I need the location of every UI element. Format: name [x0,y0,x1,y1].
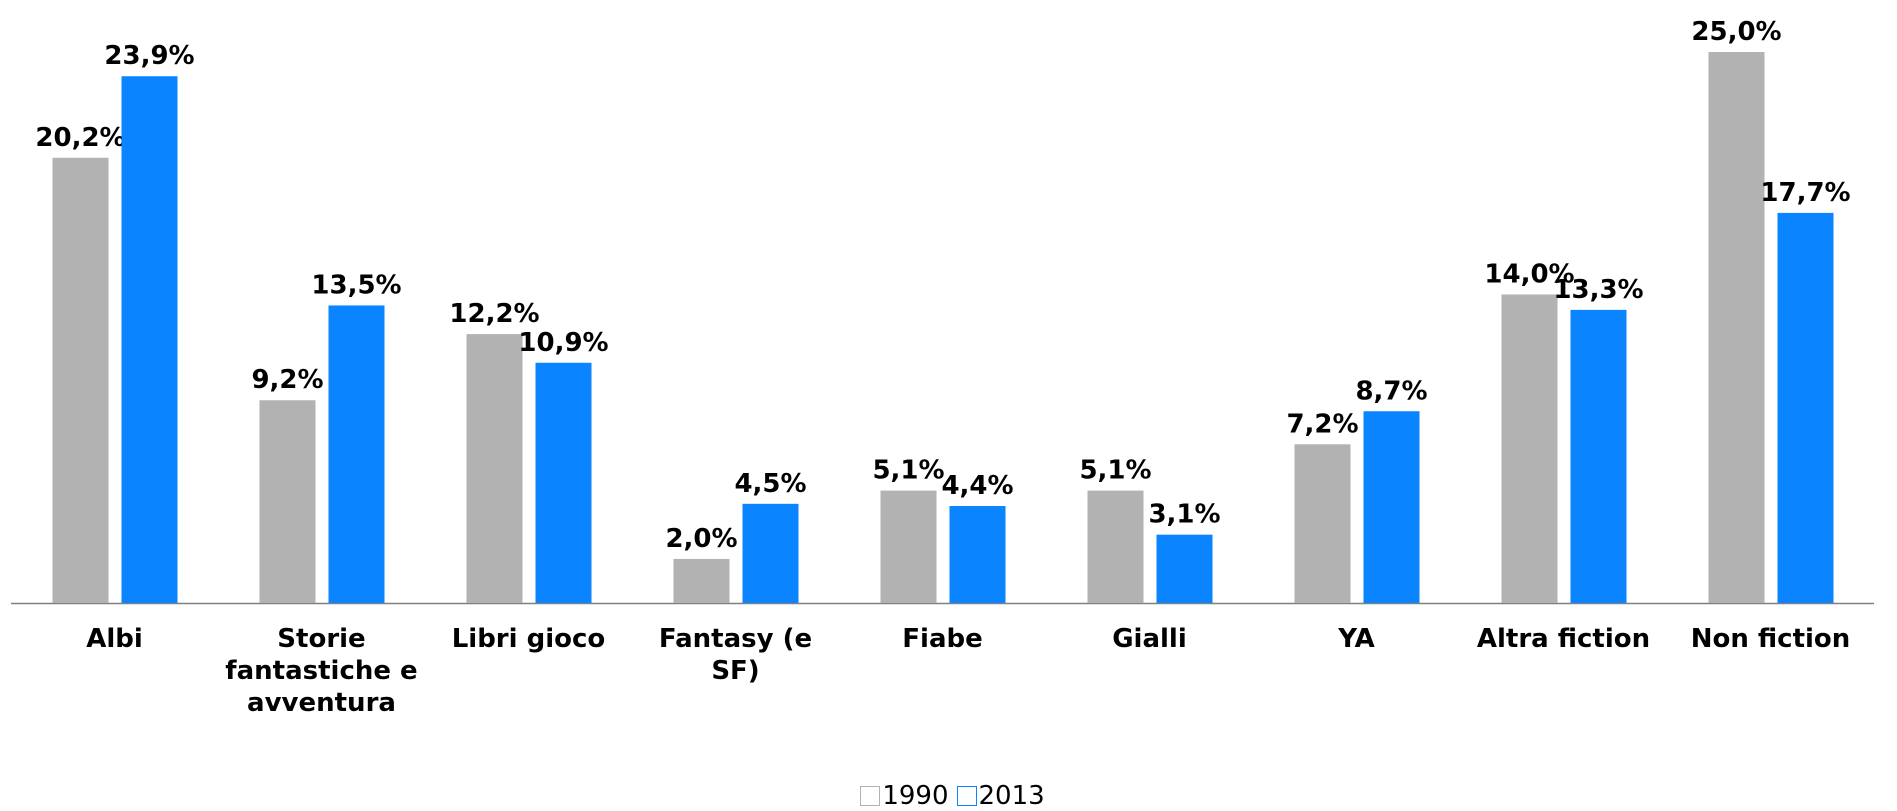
bar [1708,52,1765,603]
bar [1777,212,1834,603]
x-tick-label: Albi [86,624,143,654]
value-label: 14,0% [1484,259,1574,289]
legend: 1990 2013 [0,782,1897,810]
x-tick-label: Libri gioco [451,624,606,654]
bar [1363,411,1420,603]
chart: 20,2% 23,9% 9,2% 13,5% 12,2%10,9% 2,0% 4,5% 5,1… [11,17,1874,605]
x-tick-label: Non fiction [1690,624,1851,654]
bar [1087,490,1144,603]
value-label: 2,0% [665,524,737,554]
value-label: 5,1% [872,456,944,486]
legend-swatch [956,786,977,806]
legend-label: 1990 [882,781,949,811]
bar [52,157,109,604]
x-tick-label: Altra fiction [1476,624,1651,654]
value-label: 13,5% [311,270,401,300]
bar [1570,309,1627,603]
bar [880,490,937,603]
x-tick-label: Storie fantastiche e avventura [225,624,418,718]
value-label: 5,1% [1079,456,1151,486]
x-tick-label: Fiabe [902,624,983,654]
bar [673,558,730,603]
x-tick-label: Gialli [1112,624,1187,654]
value-label: 8,7% [1355,376,1427,406]
value-label: 4,5% [734,469,806,499]
value-label: 7,2% [1286,409,1358,439]
bar [1294,444,1351,603]
value-label: 12,2% [449,299,539,329]
value-label: 17,7% [1760,178,1850,208]
value-label: 3,1% [1148,500,1220,530]
bar [121,76,178,603]
value-label: 25,0% [1691,17,1781,47]
value-label: 13,3% [1553,275,1643,305]
value-label: 9,2% [251,365,323,395]
bar [1501,294,1558,603]
value-label: 23,9% [104,41,194,71]
bar [1156,534,1213,603]
legend-swatch [860,786,881,806]
value-label: 4,4% [941,471,1013,501]
bar [328,305,385,603]
value-label: 10,9% [518,328,608,358]
bar [949,506,1006,603]
bar [742,503,799,603]
bar [466,334,523,603]
legend-label: 2013 [978,781,1045,811]
x-tick-label: Fantasy (e SF) [658,624,813,686]
bar [535,362,592,603]
bar [259,400,316,603]
value-label: 20,2% [35,123,125,153]
x-tick-label: YA [1338,624,1375,654]
